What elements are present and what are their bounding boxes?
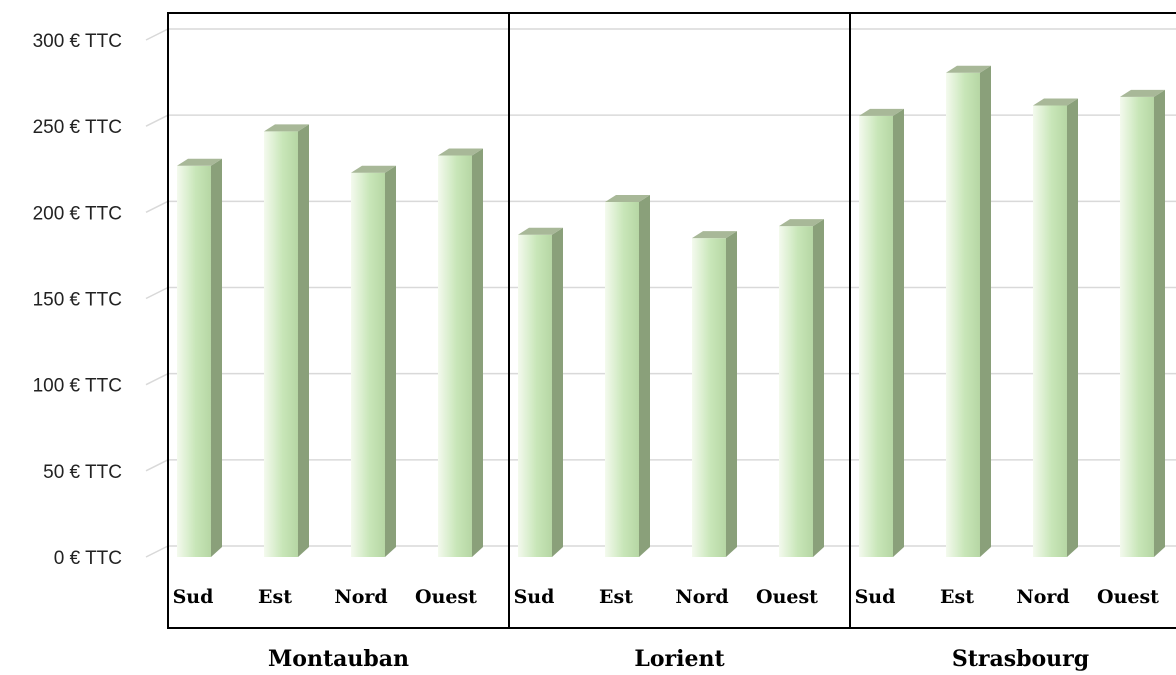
x-category-label: Est [940,586,974,608]
group-label: Montauban [268,646,409,672]
bar-top [518,227,563,235]
gridline-depth [145,459,169,472]
y-axis: 0 € TTC 50 € TTC 100 € TTC 150 € TTC 200 € T… [33,31,122,569]
bar [438,155,472,558]
bars [177,65,1165,558]
x-category-label: Nord [334,586,387,608]
x-category-label: Nord [1016,586,1069,608]
bar-side [893,108,904,558]
x-category-label: Ouest [1097,586,1159,608]
y-tick-label: 150 € TTC [33,290,122,311]
bar-side [726,231,737,557]
gridline-depth [145,28,169,41]
category-labels: Sud Est Nord Ouest Montauban Sud Est Nord Ouest L… [173,586,1160,672]
bar-side [298,124,309,557]
bar-side [552,227,563,557]
bar-side [385,165,396,558]
bar-side [813,219,824,557]
x-category-label: Ouest [756,586,818,608]
group-label: Lorient [634,646,725,672]
bar [518,234,552,557]
bar-side [211,158,222,557]
y-tick-label: 50 € TTC [43,462,122,483]
x-category-label: Nord [675,586,728,608]
bar-side [472,148,483,558]
bar-top [605,194,650,202]
bar [692,238,726,557]
y-tick-label: 200 € TTC [33,203,122,224]
bar-top [1120,89,1165,97]
bar [1033,105,1067,557]
bar-top [779,219,824,227]
y-tick-label: 100 € TTC [33,376,122,397]
gridlines [145,28,1176,558]
bar [605,201,639,557]
x-category-label: Est [599,586,633,608]
bar-top [438,148,483,156]
bar [1120,96,1154,558]
bar [779,226,813,557]
x-category-label: Est [258,586,292,608]
bar-top [946,65,991,73]
bar-top [1033,98,1078,106]
bar-side [639,194,650,557]
bar-top [177,158,222,166]
bar-top [351,165,396,173]
bar-top [692,231,737,239]
bar-side [1067,98,1078,557]
bar-top [264,124,309,132]
gridline-depth [145,200,169,214]
y-tick-label: 250 € TTC [33,117,122,138]
gridline-depth [145,114,169,127]
gridline-depth [145,286,169,300]
x-category-label: Sud [514,586,555,608]
bar [946,72,980,557]
bar-side [1154,89,1165,558]
bar [351,172,385,558]
bar-side [980,65,991,557]
x-category-label: Ouest [415,586,477,608]
y-tick-label: 300 € TTC [33,31,122,52]
bar [264,131,298,557]
group-frames [167,12,1176,629]
gridline-depth [145,372,169,386]
x-category-label: Sud [173,586,214,608]
group-label: Strasbourg [952,646,1089,672]
y-tick-label: 0 € TTC [54,548,122,569]
group-frame [849,12,1176,629]
gridline-depth [145,545,169,558]
bar [177,165,211,557]
bar-top [859,108,904,116]
x-category-label: Sud [855,586,896,608]
bar [859,115,893,558]
